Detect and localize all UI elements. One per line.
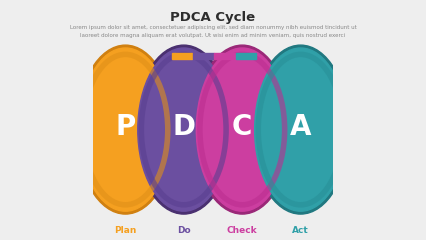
Ellipse shape (252, 45, 349, 214)
Ellipse shape (196, 48, 288, 211)
Bar (236, 53, 256, 59)
Text: P: P (115, 113, 135, 141)
Text: A: A (290, 113, 311, 141)
Ellipse shape (135, 45, 233, 214)
Text: D: D (172, 113, 195, 141)
Text: PDCA Cycle: PDCA Cycle (170, 11, 256, 24)
Ellipse shape (79, 48, 171, 211)
Text: Lorem ipsum dolor sit amet, consectetuer adipiscing elit, sed diam nonummy nibh : Lorem ipsum dolor sit amet, consectetuer… (69, 25, 357, 38)
Ellipse shape (255, 48, 347, 211)
Ellipse shape (77, 45, 174, 214)
Ellipse shape (138, 48, 230, 211)
Bar (172, 53, 193, 59)
Bar (214, 53, 235, 59)
Text: Act: Act (292, 226, 309, 235)
Text: Plan: Plan (114, 226, 137, 235)
Text: C: C (232, 113, 253, 141)
Text: Check: Check (227, 226, 258, 235)
Bar (193, 53, 213, 59)
Text: Do: Do (177, 226, 190, 235)
Ellipse shape (193, 45, 291, 214)
